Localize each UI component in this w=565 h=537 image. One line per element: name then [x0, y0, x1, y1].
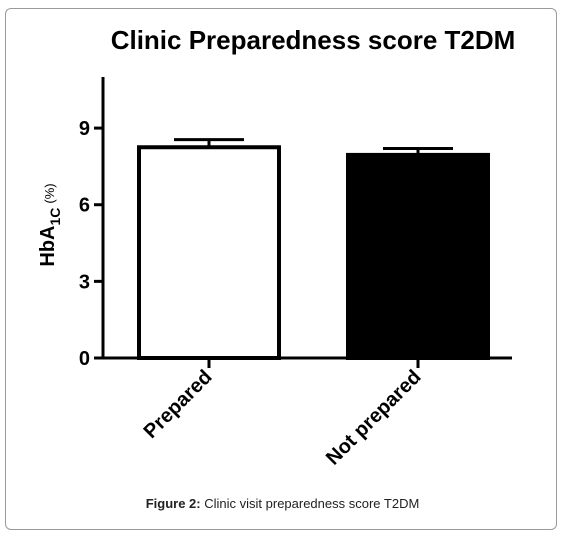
x-tick-label: Not prepared: [322, 366, 426, 470]
caption-label: Figure 2:: [145, 496, 201, 511]
y-tick-label: 0: [79, 348, 90, 370]
caption-text: Clinic visit preparedness score T2DM: [204, 496, 420, 511]
chart-marks: [137, 138, 490, 360]
y-label-unit: (%): [42, 183, 57, 203]
bar: [137, 145, 281, 360]
y-axis-label: HbA1C (%): [37, 183, 63, 266]
y-tick-label: 9: [79, 118, 90, 140]
chart: Clinic Preparedness score T2DM HbA1C(%) …: [37, 25, 516, 470]
chart-title: Clinic Preparedness score T2DM: [111, 25, 516, 55]
x-ticks: Prepared Not prepared: [140, 358, 426, 470]
y-tick-label: 6: [79, 195, 90, 217]
figure-frame: [5, 8, 557, 530]
figure-caption: Figure 2: Clinic visit preparedness scor…: [0, 496, 565, 511]
y-label-main: HbA: [37, 226, 59, 267]
x-tick-label: Prepared: [140, 366, 217, 443]
y-label-subscript: 1C: [47, 208, 63, 226]
y-tick-label: 3: [79, 271, 90, 293]
bar: [346, 152, 490, 360]
y-ticks: 0 3 6 9: [79, 118, 103, 370]
